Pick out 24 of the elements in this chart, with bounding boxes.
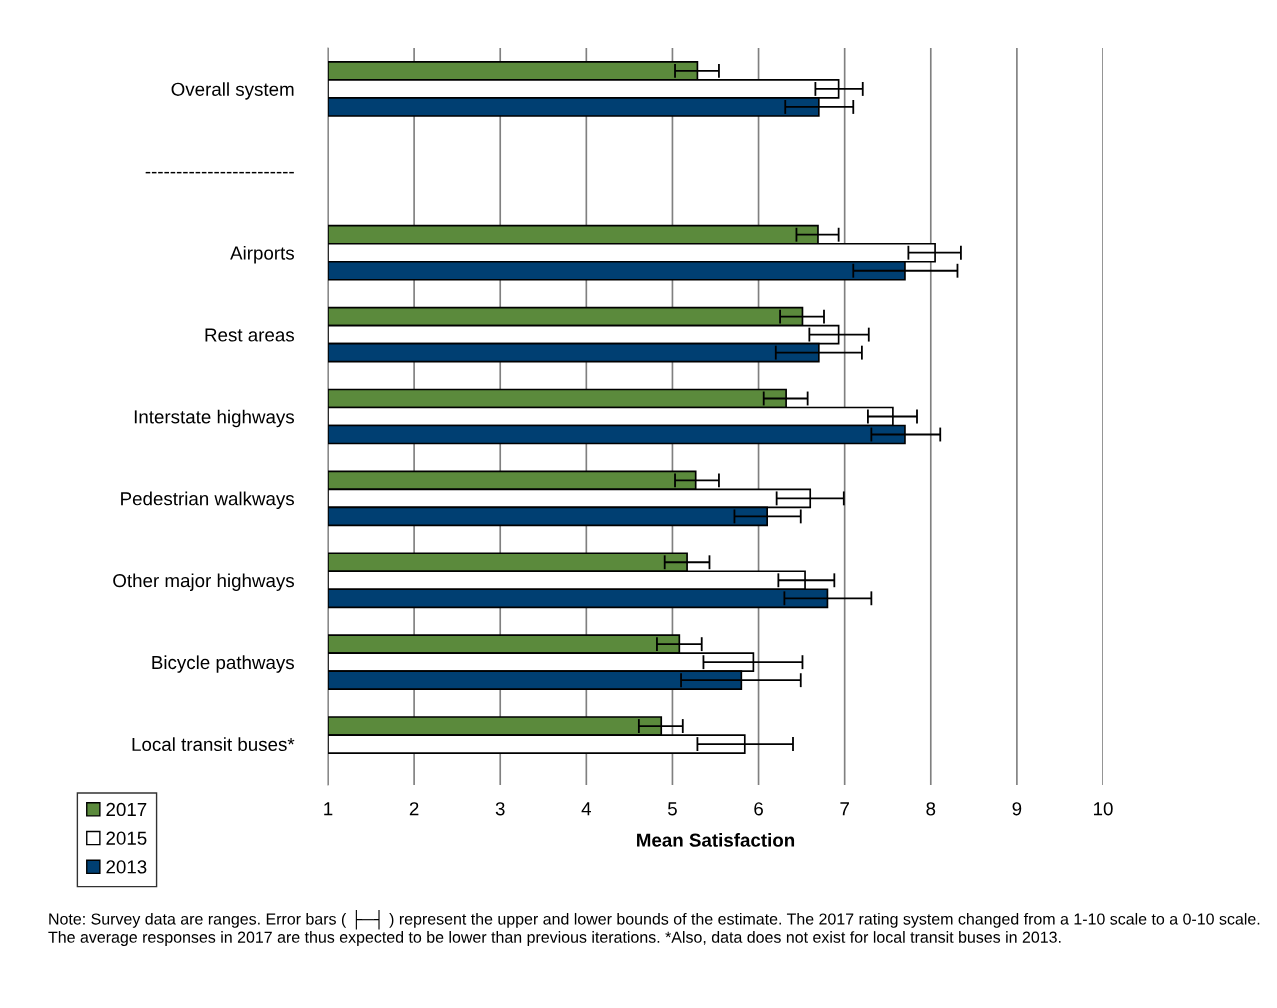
legend-label: 2015 [106,831,147,845]
x-axis-title: Mean Satisfaction [637,833,795,847]
x-tick-label: 2 [409,802,419,816]
y-tick-label: Overall system [171,82,294,100]
x-tick-label: 1 [324,802,333,816]
legend-label: 2017 [106,802,147,817]
y-tick-label: Pedestrian walkways [121,491,294,510]
x-tick-label: 3 [495,802,505,816]
y-tick-label: ------------------------ [145,171,294,174]
y-tick-label: Bicycle pathways [152,655,294,673]
legend-label: 2013 [106,860,147,874]
x-tick-label: 6 [754,802,763,816]
x-tick-label: 8 [926,802,936,816]
y-tick-label: Rest areas [205,328,294,342]
y-tick-label: Airports [230,245,294,264]
x-tick-label: 7 [840,802,849,816]
x-tick-label: 9 [1012,802,1022,816]
y-tick-label: Interstate highways [134,409,294,428]
x-tick-label: 5 [667,802,677,816]
text: Note: Survey data are ranges. Error bars ( ├─┤ ) represent the upper and lower bounds of the estimate. The 2017 rating system changed from a 1-10 scale to a 0-10 scale. The average responses in 2017 are thus expected to be lower than previous iterations. *Also, data does not exist for local transit buses in 2013. [48,910,1260,947]
y-tick-label: Local transit buses* [132,737,295,752]
x-tick-label: 4 [581,802,591,816]
y-tick-label: Other major highways [113,573,294,591]
x-tick-label: 10 [1094,802,1113,816]
